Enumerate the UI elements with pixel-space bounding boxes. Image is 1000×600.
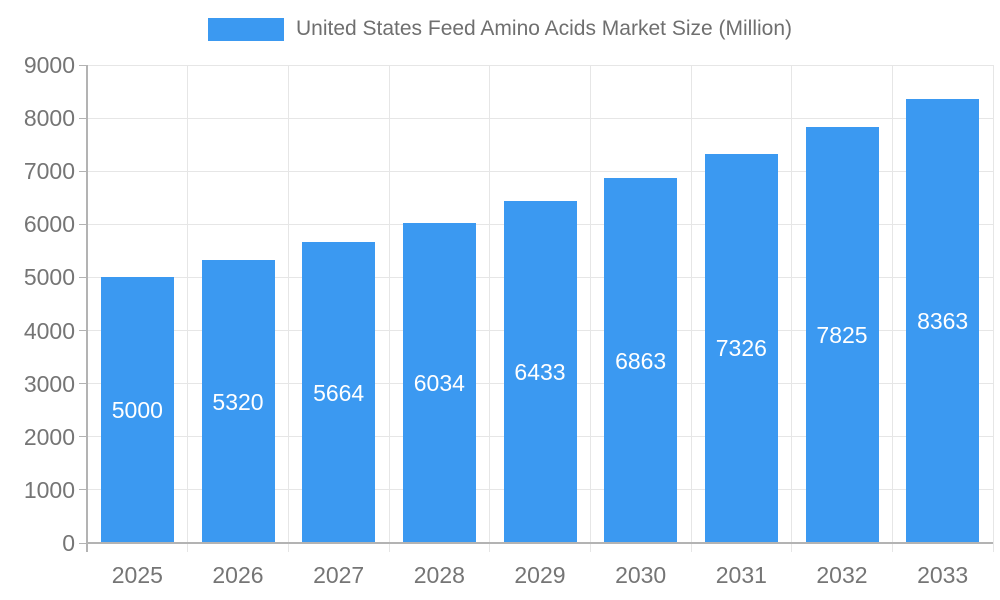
y-axis-tick-label: 7000: [23, 158, 75, 185]
x-tick: [388, 543, 390, 552]
y-axis-tick-label: 3000: [23, 370, 75, 397]
x-tick: [489, 543, 491, 552]
y-axis-tick-label: 1000: [23, 476, 75, 503]
y-gridline: [87, 117, 993, 119]
chart-legend: United States Feed Amino Acids Market Si…: [0, 15, 1000, 43]
bar-2031: [704, 153, 778, 542]
y-tick: [79, 330, 87, 332]
y-axis-tick-label: 0: [62, 530, 75, 556]
y-axis-tick-label: 8000: [23, 105, 75, 132]
y-tick: [79, 170, 87, 172]
bar-value-label: 6433: [514, 359, 566, 386]
bar-2033: [906, 98, 980, 542]
x-axis-tick-label: 2027: [313, 562, 365, 588]
x-tick: [287, 543, 289, 552]
x-gridline: [791, 65, 793, 543]
bar-value-label: 7326: [715, 335, 767, 362]
bar-value-label: 5664: [313, 379, 365, 406]
x-axis-baseline: [87, 542, 993, 544]
x-gridline: [489, 65, 491, 543]
bar-2026: [201, 260, 275, 542]
x-axis-tick-label: 2032: [816, 562, 868, 588]
y-axis-tick-label: 6000: [23, 211, 75, 238]
bar-2028: [402, 222, 476, 542]
y-axis-tick-label: 5000: [23, 264, 75, 291]
x-axis-tick-label: 2030: [615, 562, 667, 588]
y-tick: [79, 489, 87, 491]
x-gridline: [287, 65, 289, 543]
bar-value-label: 5000: [111, 397, 163, 424]
y-axis-tick-label: 4000: [23, 317, 75, 344]
bar-value-label: 5320: [212, 388, 264, 415]
y-axis-tick-label: 2000: [23, 423, 75, 450]
y-tick: [79, 436, 87, 438]
bar-value-label: 8363: [917, 307, 969, 334]
y-tick: [79, 383, 87, 385]
bar-value-label: 6034: [413, 369, 465, 396]
bar-value-label: 6863: [615, 347, 667, 374]
x-axis-tick-label: 2029: [514, 562, 566, 588]
legend-swatch-icon: [207, 17, 284, 41]
x-axis-tick-label: 2033: [917, 562, 969, 588]
y-axis-line: [86, 65, 88, 552]
x-tick: [791, 543, 793, 552]
x-axis-tick-label: 2025: [111, 562, 163, 588]
y-tick: [79, 223, 87, 225]
bar-2025: [100, 277, 174, 542]
x-gridline: [589, 65, 591, 543]
y-gridline: [87, 170, 993, 172]
x-axis-tick-label: 2031: [715, 562, 767, 588]
x-axis-tick-label: 2026: [212, 562, 264, 588]
x-gridline: [187, 65, 189, 543]
x-axis-tick-label: 2028: [413, 562, 465, 588]
x-tick: [690, 543, 692, 552]
chart-title: United States Feed Amino Acids Market Si…: [295, 17, 793, 40]
bar-2032: [805, 127, 879, 542]
y-tick: [79, 542, 87, 544]
y-tick: [79, 117, 87, 119]
y-axis-tick-label: 9000: [23, 52, 75, 78]
x-gridline: [992, 65, 994, 543]
x-tick: [187, 543, 189, 552]
y-tick: [79, 64, 87, 66]
x-gridline: [891, 65, 893, 543]
bar-2027: [302, 242, 376, 542]
x-tick: [891, 543, 893, 552]
x-tick: [589, 543, 591, 552]
y-tick: [79, 276, 87, 278]
x-tick: [992, 543, 994, 552]
x-gridline: [690, 65, 692, 543]
bar-2029: [503, 201, 577, 542]
x-gridline: [388, 65, 390, 543]
bar-value-label: 7825: [816, 322, 868, 349]
y-gridline: [87, 64, 993, 66]
bar-2030: [604, 178, 678, 542]
